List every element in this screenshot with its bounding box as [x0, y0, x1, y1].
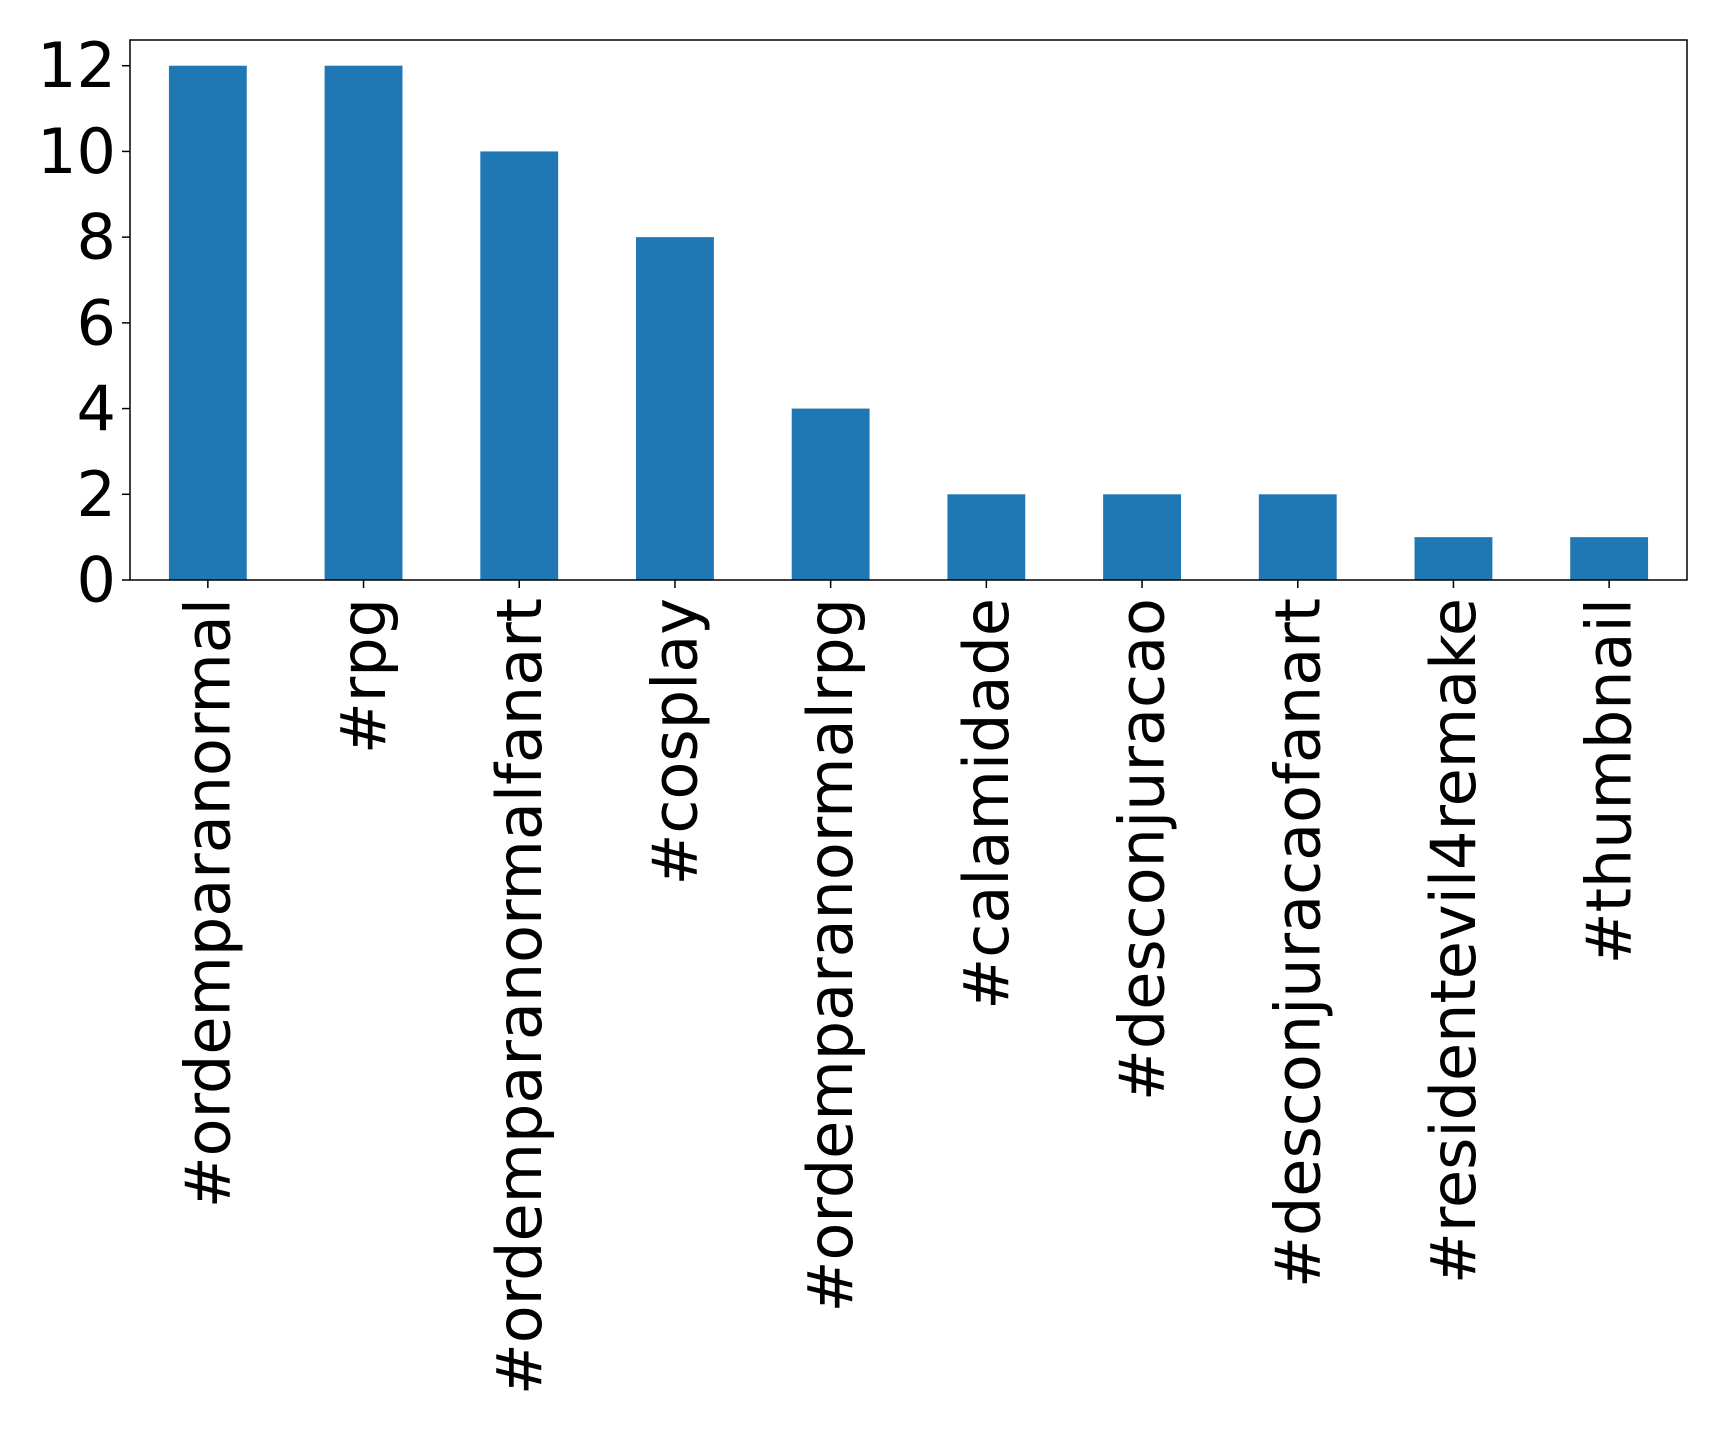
bar-6 [947, 494, 1026, 580]
bars-layer [168, 65, 1649, 580]
bar-9 [1414, 537, 1493, 580]
y-axis: 0 2 4 6 8 10 12 [37, 29, 130, 617]
x-tick-label: #cosplay [638, 598, 711, 886]
bar-7 [1103, 494, 1181, 580]
bar-4 [636, 237, 714, 580]
x-axis: #ordemparanormal #rpg #ordemparanormalfana… [171, 580, 1646, 1395]
bar-3 [480, 151, 559, 580]
x-tick-label: #desconjuracaofanart [1261, 598, 1334, 1288]
y-tick-label: 12 [37, 29, 116, 102]
x-tick-label: #residentevil4remake [1417, 598, 1490, 1284]
x-tick-label: #ordemparanormalrpg [794, 598, 867, 1312]
y-tick-label: 4 [77, 372, 116, 445]
x-tick-label: #desconjuracao [1106, 598, 1179, 1101]
y-tick-label: 8 [77, 201, 116, 274]
x-tick-label: #ordemparanormalfanart [483, 598, 556, 1395]
x-tick-label: #ordemparanormal [171, 598, 244, 1208]
y-tick-label: 6 [77, 286, 116, 359]
x-tick-label: #rpg [327, 598, 400, 754]
y-tick-label: 0 [77, 544, 116, 617]
x-tick-label: #calamidade [950, 598, 1023, 1010]
y-tick-label: 2 [77, 458, 116, 531]
bar-10 [1570, 537, 1649, 580]
x-tick-label: #thumbnail [1573, 598, 1646, 964]
bar-2 [324, 65, 403, 580]
plot-frame [129, 39, 1688, 581]
bar-1 [168, 65, 247, 580]
bar-5 [791, 408, 870, 580]
y-tick-label: 10 [37, 115, 116, 188]
bar-8 [1258, 494, 1337, 580]
